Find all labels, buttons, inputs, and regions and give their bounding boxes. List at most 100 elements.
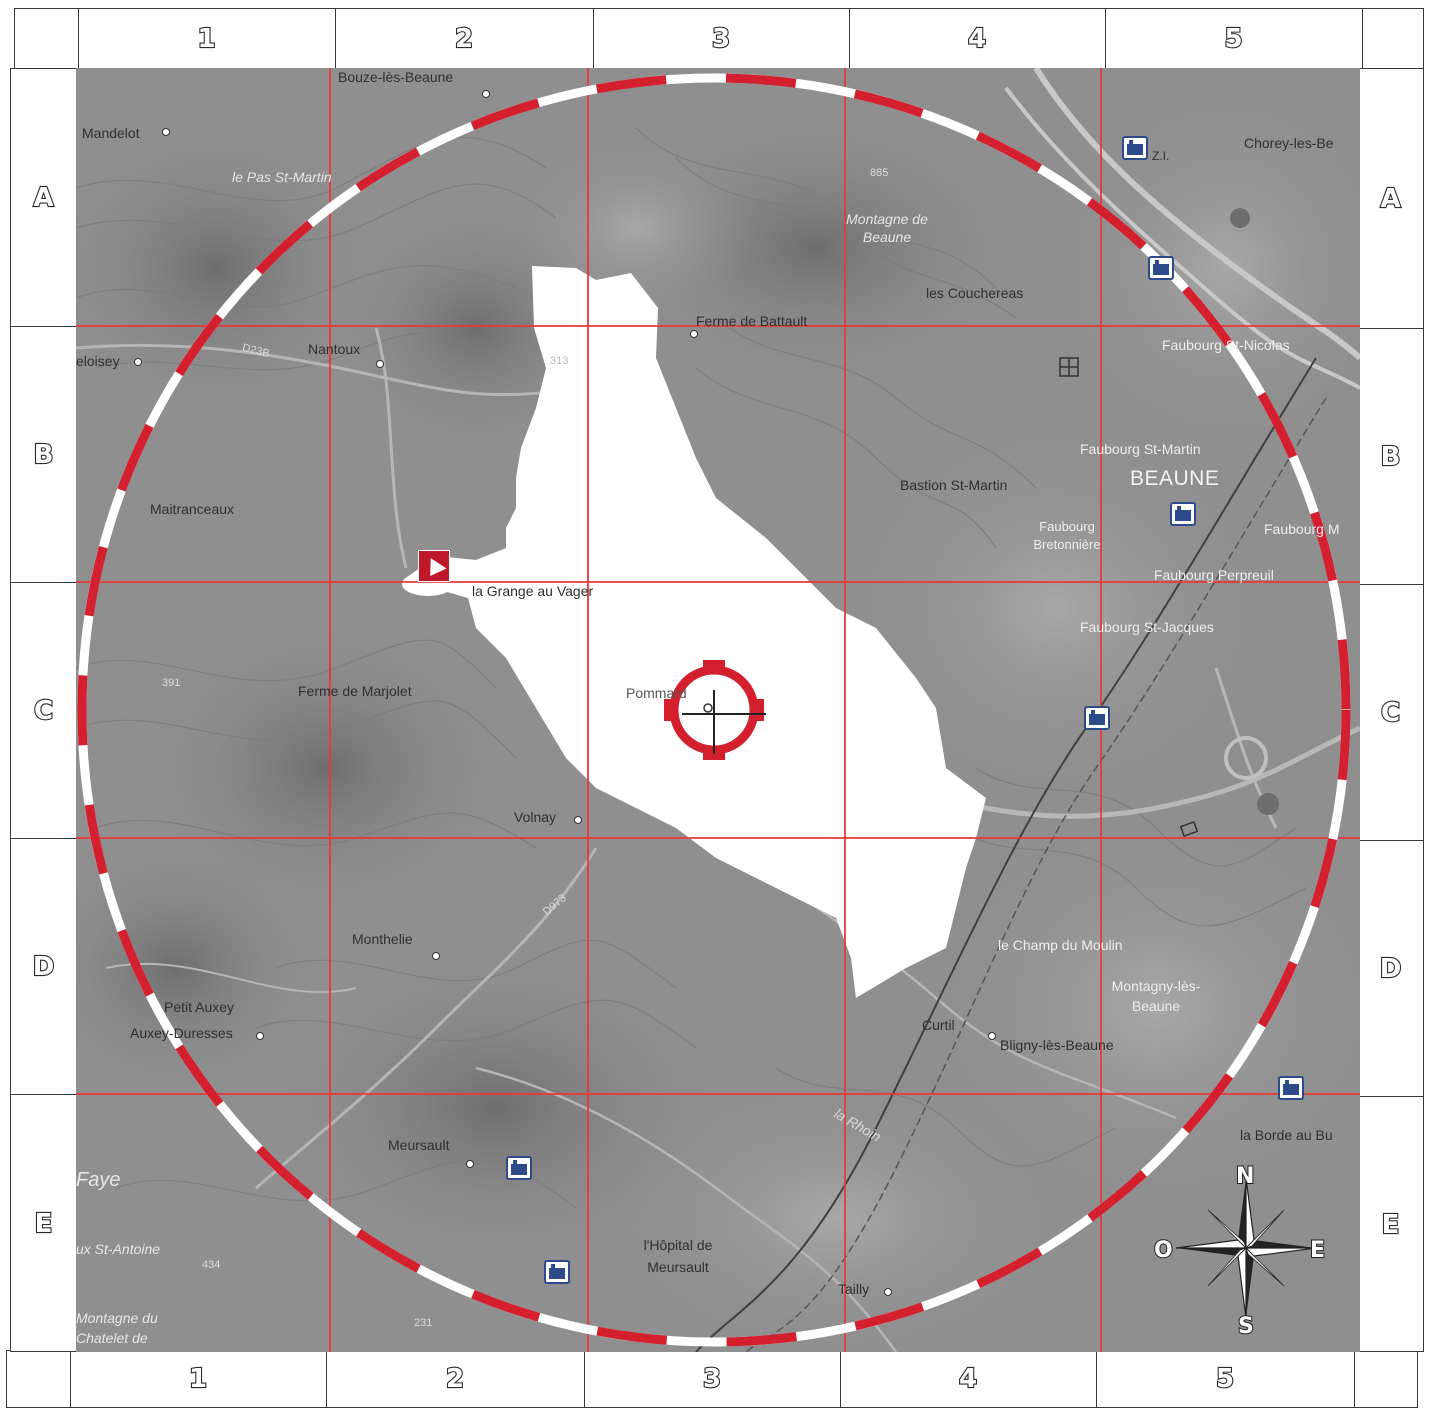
place-label: Faye bbox=[76, 1169, 121, 1191]
top-col-3: 3 bbox=[594, 9, 850, 69]
building-symbol bbox=[1179, 820, 1199, 838]
left-row-d: D bbox=[11, 839, 77, 1095]
factory-icon[interactable] bbox=[1084, 706, 1110, 730]
place-label: Tailly bbox=[838, 1281, 870, 1297]
factory-icon[interactable] bbox=[1170, 502, 1196, 526]
place-label: Mandelot bbox=[82, 125, 140, 141]
bottom-grid-frame: 1 2 3 4 5 bbox=[6, 1350, 1418, 1408]
place-label: la Borde au Bu bbox=[1240, 1127, 1333, 1143]
red-grid bbox=[76, 68, 1360, 1352]
left-row-c: C bbox=[11, 583, 77, 839]
elevation-label: 434 bbox=[202, 1259, 221, 1271]
place-label: Bligny-lès-Beaune bbox=[1000, 1037, 1114, 1053]
target-marker[interactable] bbox=[664, 660, 766, 760]
place-label: Nantoux bbox=[308, 341, 361, 357]
bottom-corner-cell bbox=[7, 1351, 71, 1407]
place-label: Maitranceaux bbox=[150, 501, 235, 517]
row-label: C bbox=[33, 694, 55, 726]
contour-lines bbox=[76, 127, 1307, 1209]
bottom-col-1: 1 bbox=[71, 1351, 327, 1407]
factory-icon[interactable] bbox=[506, 1156, 532, 1180]
place-label: Ferme de Marjolet bbox=[298, 683, 412, 699]
top-col-2: 2 bbox=[336, 9, 594, 69]
row-label: B bbox=[1379, 440, 1402, 472]
pond bbox=[1230, 208, 1250, 228]
top-corner-cell bbox=[15, 9, 79, 69]
elevation-label: 391 bbox=[162, 677, 181, 689]
place-label: eloisey bbox=[76, 353, 120, 369]
place-dot bbox=[466, 1160, 474, 1168]
place-label: Montagny-lès-Beaune bbox=[1111, 978, 1201, 1014]
row-label: E bbox=[1381, 1209, 1401, 1241]
place-dot bbox=[482, 90, 490, 98]
topographic-map[interactable]: N S E O Bouze-lès-Beaune Mandelot le Pas… bbox=[76, 68, 1360, 1352]
place-dot bbox=[574, 816, 582, 824]
col-label: 1 bbox=[188, 1363, 209, 1395]
place-label: Petit Auxey bbox=[164, 999, 235, 1015]
place-label: Ferme de Battault bbox=[696, 313, 808, 329]
place-label: Faubourg St-Nicolas bbox=[1162, 337, 1290, 353]
monument-symbol bbox=[1059, 357, 1079, 377]
col-label: 4 bbox=[958, 1363, 979, 1395]
place-label: Meursault bbox=[388, 1137, 450, 1153]
compass-west: O bbox=[1153, 1237, 1174, 1264]
row-label: A bbox=[1379, 182, 1402, 214]
white-zone bbox=[406, 266, 986, 998]
place-label: Chorey-les-Be bbox=[1244, 135, 1334, 151]
place-label: la Grange au Vager bbox=[472, 583, 594, 599]
place-label: Faubourg Bretonnière bbox=[1033, 519, 1101, 552]
compass-east: E bbox=[1309, 1237, 1326, 1264]
col-label: 5 bbox=[1223, 23, 1244, 55]
place-label: Montagne du Chatelet de bbox=[76, 1310, 158, 1346]
left-grid-frame: A B C D E bbox=[10, 68, 78, 1352]
place-label: Faubourg M bbox=[1264, 521, 1340, 537]
bottom-col-5: 5 bbox=[1097, 1351, 1355, 1407]
place-dot bbox=[256, 1032, 264, 1040]
right-row-b: B bbox=[1359, 329, 1423, 585]
col-label: 3 bbox=[711, 23, 732, 55]
place-label: Faubourg Perpreuil bbox=[1154, 567, 1274, 583]
right-row-d: D bbox=[1359, 841, 1423, 1097]
factory-icon[interactable] bbox=[1122, 136, 1148, 160]
place-label: Faubourg St-Martin bbox=[1080, 441, 1201, 457]
right-row-e: E bbox=[1359, 1097, 1423, 1353]
place-label: ux St-Antoine bbox=[76, 1241, 161, 1257]
factory-icon[interactable] bbox=[1278, 1076, 1304, 1100]
place-dot bbox=[690, 330, 698, 338]
row-label: C bbox=[1380, 696, 1402, 728]
top-corner-cell-right bbox=[1363, 9, 1425, 69]
compass-north: N bbox=[1235, 1163, 1255, 1190]
place-dot bbox=[134, 358, 142, 366]
city-label-beaune: BEAUNE bbox=[1130, 467, 1220, 490]
left-row-a: A bbox=[11, 69, 77, 327]
place-label: Z.I. bbox=[1152, 149, 1170, 163]
compass-south: S bbox=[1237, 1313, 1255, 1340]
factory-icon[interactable] bbox=[544, 1260, 570, 1284]
hazard-site-icon[interactable] bbox=[418, 550, 450, 582]
right-row-a: A bbox=[1359, 69, 1423, 329]
top-col-1: 1 bbox=[79, 9, 336, 69]
factory-icon[interactable] bbox=[1148, 256, 1174, 280]
col-label: 3 bbox=[702, 1363, 723, 1395]
place-label: Faubourg St-Jacques bbox=[1080, 619, 1214, 635]
place-label: Curtil bbox=[922, 1017, 955, 1033]
place-label: Pommard bbox=[626, 685, 687, 701]
bottom-corner-cell-right bbox=[1355, 1351, 1419, 1407]
railway bbox=[695, 357, 1327, 1352]
row-label: E bbox=[34, 1208, 54, 1240]
row-label: A bbox=[32, 181, 55, 213]
col-label: 5 bbox=[1215, 1363, 1236, 1395]
col-label: 4 bbox=[967, 23, 988, 55]
right-row-c: C bbox=[1359, 585, 1423, 841]
place-label: Volnay bbox=[514, 809, 557, 825]
col-label: 2 bbox=[445, 1363, 466, 1395]
elevation-label: 231 bbox=[414, 1317, 433, 1329]
place-label: le Pas St-Martin bbox=[232, 169, 332, 185]
perimeter-circle-dashes bbox=[77, 73, 1351, 1347]
compass-rose bbox=[1175, 1177, 1317, 1319]
bottom-col-3: 3 bbox=[585, 1351, 841, 1407]
row-label: D bbox=[1379, 952, 1403, 984]
pond bbox=[1257, 793, 1279, 815]
top-col-5: 5 bbox=[1106, 9, 1363, 69]
place-dot bbox=[162, 128, 170, 136]
